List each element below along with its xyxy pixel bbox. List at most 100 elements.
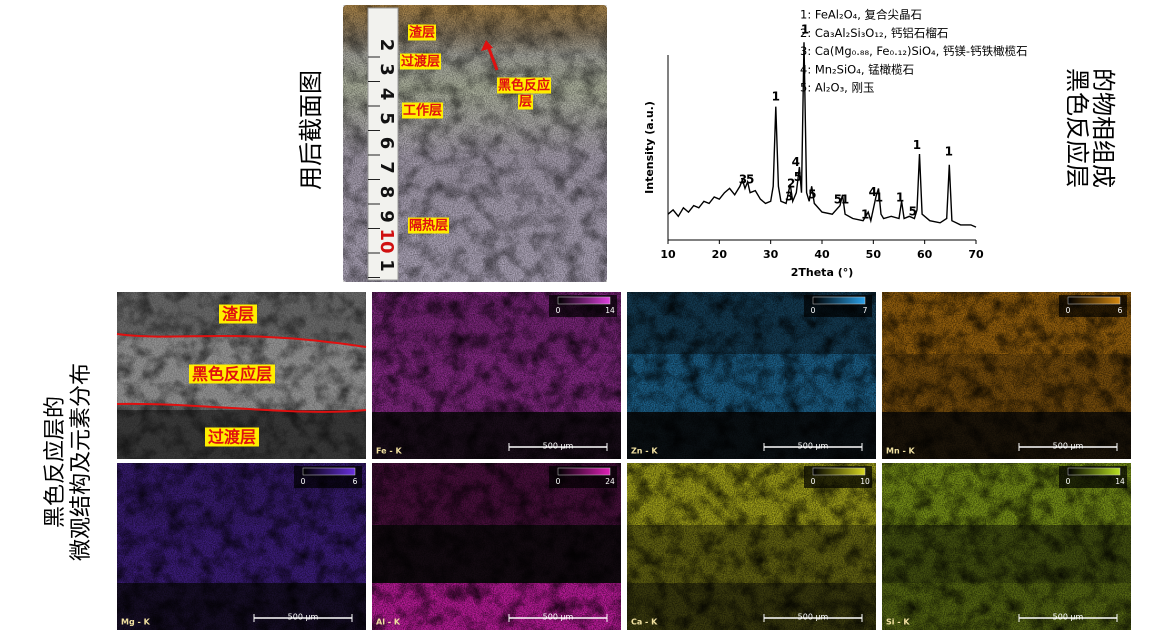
label-box	[218, 304, 258, 324]
scale-bar-label: 500 μm	[543, 613, 574, 622]
ruler-number: 2	[376, 39, 397, 52]
colorbar	[812, 467, 866, 476]
peak-label: 5	[909, 205, 917, 219]
map-grain	[882, 292, 1131, 459]
scale-bar-label: 500 μm	[798, 442, 829, 451]
arrowhead	[481, 40, 493, 51]
colorbar-min: 0	[1066, 477, 1071, 486]
element-map: Ca - K 500 μm 0 10	[627, 463, 876, 630]
peak-label: 1	[875, 191, 883, 205]
map-grain	[627, 463, 876, 630]
map-grain	[882, 463, 1131, 630]
element-map: Mn - K 500 μm 0 6	[882, 292, 1131, 459]
ruler-number: 7	[376, 161, 397, 174]
vertical-caption: 的物相组成	[1089, 68, 1117, 188]
map-grain	[117, 463, 366, 630]
label-box	[497, 77, 552, 94]
colorbar-min: 0	[556, 306, 561, 315]
x-tick-label: 60	[917, 248, 933, 261]
photo-label: 层	[519, 95, 532, 110]
colorbar-min: 0	[301, 477, 306, 486]
colorbar-min: 0	[811, 306, 816, 315]
colorbar-max: 6	[353, 477, 358, 486]
colorbar-max: 14	[1115, 477, 1125, 486]
sem-label: 过渡层	[208, 428, 256, 447]
ruler-number: 1	[376, 259, 397, 272]
x-axis-label: 2Theta (°)	[791, 266, 854, 279]
vertical-caption: 黑色反应层	[1063, 68, 1091, 188]
ruler-number: 8	[376, 186, 397, 199]
map-grain	[372, 292, 621, 459]
element-label: Si - K	[886, 618, 910, 627]
ruler-number: 6	[376, 137, 397, 150]
scale-bar-label: 500 μm	[798, 613, 829, 622]
element-label: Fe - K	[376, 447, 402, 456]
peak-label: 1	[772, 90, 780, 104]
element-map: Si - K 500 μm 0 14	[882, 463, 1131, 630]
peak-label: 1	[841, 193, 849, 207]
y-axis-label: Intensity (a.u.)	[643, 101, 656, 194]
label-box	[204, 427, 260, 447]
ruler-number: 9	[376, 210, 397, 223]
element-map: Mg - K 500 μm 0 6	[117, 463, 366, 630]
vertical-caption: 微观结构及元素分布	[69, 363, 94, 561]
element-map: Fe - K 500 μm 0 14	[372, 292, 621, 459]
peak-label: 3	[739, 172, 747, 186]
vertical-caption: 黑色反应层的	[43, 396, 68, 528]
colorbar-min: 0	[811, 477, 816, 486]
peak-label: 1	[945, 144, 953, 158]
x-tick-label: 40	[814, 248, 830, 261]
ruler-number: 4	[376, 88, 397, 101]
label-box	[400, 53, 442, 70]
label-box	[402, 102, 444, 119]
colorbar-min: 0	[556, 477, 561, 486]
label-box	[408, 24, 437, 41]
sem-label: 黑色反应层	[192, 365, 272, 384]
element-map: Zn - K 500 μm 0 7	[627, 292, 876, 459]
colorbar-max: 6	[1118, 306, 1123, 315]
colorbar	[557, 296, 611, 305]
x-tick-label: 70	[968, 248, 984, 261]
colorbar	[1067, 467, 1121, 476]
photo-label: 过渡层	[401, 54, 440, 70]
element-label: Mn - K	[886, 447, 916, 456]
x-tick-label: 10	[660, 248, 676, 261]
sem-boundary	[116, 333, 367, 348]
colorbar	[1067, 296, 1121, 305]
peak-label: 1	[861, 208, 869, 222]
arrow	[486, 45, 499, 71]
phase-legend: 3: Ca(Mg₀.₈₈, Fe₀.₁₂)SiO₄, 钙镁-钙铁橄榄石	[800, 44, 1028, 58]
element-map: Al - K 500 μm 0 24	[372, 463, 621, 630]
ruler-number: 10	[376, 228, 397, 253]
peak-label: 1	[896, 191, 904, 205]
colorbar	[812, 296, 866, 305]
colorbar-max: 10	[860, 477, 870, 486]
phase-legend: 5: Al₂O₃, 刚玉	[800, 81, 875, 95]
label-box	[188, 364, 276, 384]
photo-label: 隔热层	[409, 218, 448, 234]
element-label: Mg - K	[121, 618, 151, 627]
map-grain	[627, 292, 876, 459]
peak-label: 1	[801, 22, 809, 36]
colorbar	[302, 467, 356, 476]
peak-label: 3	[785, 190, 793, 204]
vertical-caption: 用后截面图	[297, 70, 325, 190]
colorbar	[557, 467, 611, 476]
scale-bar-label: 500 μm	[288, 613, 319, 622]
peak-label: 5	[808, 187, 816, 201]
phase-legend: 2: Ca₃Al₂Si₃O₁₂, 钙铝石榴石	[800, 26, 948, 40]
photo-label: 工作层	[403, 103, 442, 119]
phase-legend: 4: Mn₂SiO₄, 锰橄榄石	[800, 62, 914, 76]
map-grain	[372, 463, 621, 630]
peak-label: 5	[834, 193, 842, 207]
xrd-line	[667, 42, 977, 228]
photo-label: 渣层	[409, 25, 435, 41]
colorbar-min: 0	[1066, 306, 1071, 315]
photo-label: 黑色反应	[498, 78, 550, 94]
colorbar-max: 24	[605, 477, 615, 486]
